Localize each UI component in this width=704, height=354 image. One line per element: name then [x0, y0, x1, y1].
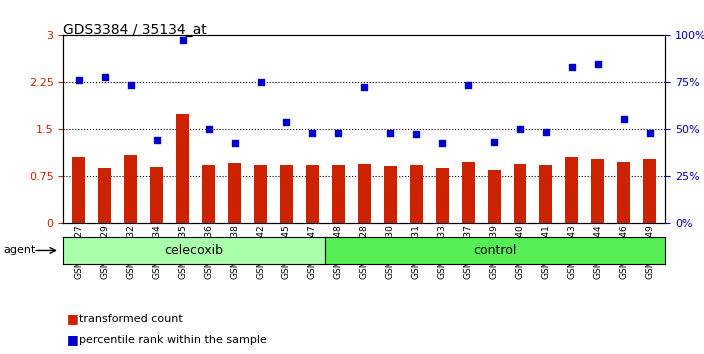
Point: [99, 74, 111, 80]
Bar: [565, 157, 579, 223]
Point: [177, 37, 189, 42]
Point: [463, 82, 474, 88]
Bar: [228, 163, 241, 223]
Point: [73, 78, 84, 83]
Point: [151, 137, 163, 143]
Bar: [332, 165, 345, 223]
Bar: [643, 159, 656, 223]
Point: [566, 64, 577, 69]
Bar: [125, 155, 137, 223]
Bar: [176, 114, 189, 223]
Bar: [384, 166, 397, 223]
Text: celecoxib: celecoxib: [165, 244, 224, 257]
Bar: [280, 165, 293, 223]
Point: [515, 126, 526, 132]
Bar: [254, 165, 267, 223]
Point: [384, 130, 396, 136]
Point: [255, 80, 266, 85]
Point: [333, 130, 344, 136]
Bar: [436, 168, 448, 223]
Point: [358, 84, 370, 90]
Text: percentile rank within the sample: percentile rank within the sample: [79, 335, 267, 345]
Point: [125, 82, 137, 88]
Bar: [99, 168, 111, 223]
Bar: [539, 165, 553, 223]
Text: control: control: [474, 244, 517, 257]
Point: [489, 139, 500, 144]
Point: [540, 130, 551, 135]
Text: ■: ■: [67, 312, 79, 325]
Point: [203, 126, 214, 132]
Bar: [513, 164, 527, 223]
Text: ■: ■: [67, 333, 79, 346]
Text: agent: agent: [4, 245, 36, 256]
Bar: [202, 165, 215, 223]
Bar: [617, 162, 630, 223]
Bar: [488, 171, 501, 223]
Bar: [462, 162, 474, 223]
Point: [307, 130, 318, 136]
Bar: [410, 165, 422, 223]
Bar: [358, 164, 371, 223]
Point: [592, 61, 603, 67]
Bar: [150, 167, 163, 223]
Bar: [73, 157, 85, 223]
Point: [644, 130, 655, 136]
Bar: [591, 159, 604, 223]
Bar: [306, 165, 319, 223]
Point: [436, 140, 448, 146]
Point: [281, 119, 292, 125]
Point: [229, 140, 240, 146]
Text: transformed count: transformed count: [79, 314, 182, 324]
Point: [618, 116, 629, 121]
Point: [410, 131, 422, 137]
Text: GDS3384 / 35134_at: GDS3384 / 35134_at: [63, 23, 207, 37]
